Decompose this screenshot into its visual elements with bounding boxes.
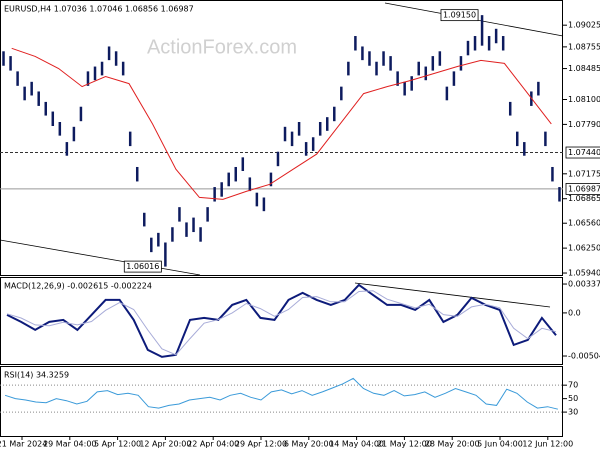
y-tick-label: 0.003375 <box>568 280 600 289</box>
value-label-box <box>123 260 162 273</box>
y-tick-label: 1.07175 <box>568 169 600 178</box>
x-tick-label: 22 Apr 04:00 <box>187 440 239 449</box>
x-tick-label: 6 May 20:00 <box>284 440 334 449</box>
indicator-line <box>6 290 557 356</box>
watermark: ActionForex.com <box>147 36 297 58</box>
value-label: 1.09150 <box>443 11 476 20</box>
y-tick-label: 1.09025 <box>568 21 600 30</box>
price-frame <box>0 0 563 276</box>
value-label: 1.06987 <box>568 184 600 193</box>
x-tick-label: 12 Apr 20:00 <box>139 440 191 449</box>
panel-title: EURUSD,H4 1.07036 1.07046 1.06856 1.0698… <box>4 5 194 14</box>
x-tick-label: 29 Apr 12:00 <box>235 440 287 449</box>
y-tick-label: 1.07790 <box>568 120 600 129</box>
y-tick-label: -0.00504 <box>568 352 600 361</box>
x-tick-label: 21 May 12:00 <box>377 440 432 449</box>
value-label: 1.07440 <box>568 148 600 157</box>
x-tick-label: 28 May 20:00 <box>425 440 480 449</box>
x-tick-label: 14 May 04:00 <box>329 440 384 449</box>
rsi-frame <box>0 366 563 437</box>
y-tick-label: 1.08485 <box>568 64 600 73</box>
value-label-box <box>565 183 600 195</box>
y-tick-label: 0.0 <box>568 308 581 317</box>
moving-average <box>11 47 552 200</box>
y-tick-label: 1.06250 <box>568 244 600 253</box>
trend-line <box>354 282 551 308</box>
macd-frame <box>0 277 563 365</box>
x-tick-label: 5 Apr 12:00 <box>94 440 141 449</box>
y-tick-label: 1.05940 <box>568 269 600 278</box>
value-label-box <box>440 9 479 22</box>
x-tick-label: 5 Jun 04:00 <box>477 440 523 449</box>
y-tick-label: 1.06560 <box>568 219 600 228</box>
y-tick-label: 1.08755 <box>568 42 600 51</box>
value-label: 1.06016 <box>126 262 159 271</box>
y-tick-label: 1.06865 <box>568 194 600 203</box>
indicator-line <box>4 377 559 410</box>
panel-title: RSI(14) 34.3259 <box>4 371 69 380</box>
y-tick-label: 30 <box>568 408 578 417</box>
y-tick-label: 50 <box>568 394 578 403</box>
y-tick-label: 1.08100 <box>568 95 600 104</box>
x-tick-label: 29 Mar 04:00 <box>43 440 96 449</box>
x-tick-label: 12 Jun 12:00 <box>522 440 573 449</box>
panel-title: MACD(12,26,9) -0.002615 -0.002224 <box>4 282 152 291</box>
indicator-line <box>6 283 557 358</box>
value-label-box <box>565 146 600 159</box>
x-tick-label: 21 Mar 2024 <box>0 440 47 449</box>
y-tick-label: 70 <box>568 381 578 390</box>
trend-line <box>0 239 201 276</box>
